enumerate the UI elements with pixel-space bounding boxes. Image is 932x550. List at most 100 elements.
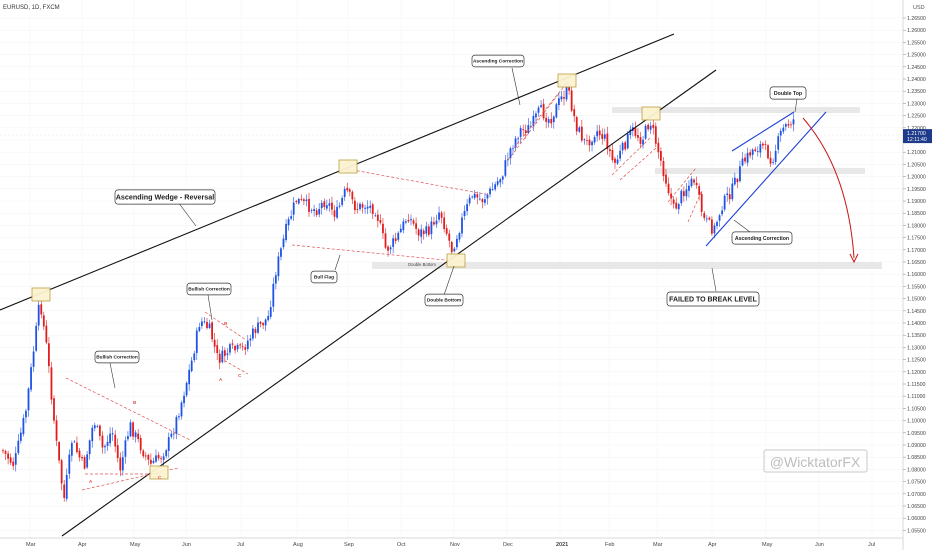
channel-lower-line bbox=[705, 111, 827, 247]
bear-candle bbox=[550, 118, 553, 124]
bull-candle bbox=[267, 315, 270, 321]
bear-candle bbox=[371, 204, 374, 215]
bear-candle bbox=[348, 189, 351, 192]
bull-candle bbox=[583, 139, 586, 141]
price-tick-label: 1.08000 bbox=[907, 467, 926, 473]
bull-candle bbox=[338, 205, 341, 207]
bear-candle bbox=[53, 398, 55, 421]
projection-arrowhead bbox=[849, 253, 859, 264]
bull-candle bbox=[397, 232, 400, 240]
bear-candle bbox=[234, 346, 236, 351]
bull-candle bbox=[336, 206, 338, 218]
bear-candle bbox=[254, 329, 257, 333]
price-tick-label: 1.23500 bbox=[907, 89, 926, 95]
time-tick-label: Feb bbox=[605, 542, 614, 548]
price-tick-label: 1.19500 bbox=[907, 187, 926, 193]
bull-candle bbox=[152, 460, 155, 463]
bull-candle bbox=[14, 453, 17, 465]
bull-candle bbox=[731, 183, 734, 200]
bull-candle bbox=[30, 367, 32, 390]
bull-candle bbox=[70, 443, 73, 456]
bull-candle bbox=[359, 203, 361, 210]
leader-line bbox=[794, 98, 798, 113]
bull-candle bbox=[127, 436, 129, 440]
bear-candle bbox=[445, 228, 448, 234]
bull-candle bbox=[751, 149, 754, 155]
time-tick-label: May bbox=[762, 542, 773, 548]
bear-candle bbox=[361, 204, 364, 208]
price-tick-label: 1.16000 bbox=[907, 272, 926, 278]
bear-candle bbox=[662, 161, 665, 177]
bull-candle bbox=[320, 202, 323, 209]
bear-candle bbox=[634, 128, 637, 136]
bear-candle bbox=[55, 420, 58, 441]
highlight-box bbox=[338, 159, 358, 174]
price-axis-currency: USD bbox=[913, 5, 925, 11]
bull-candle bbox=[723, 195, 726, 210]
leader-line bbox=[207, 294, 213, 321]
bear-candle bbox=[443, 217, 446, 229]
bear-candle bbox=[160, 458, 162, 460]
dashed-pattern-line bbox=[513, 83, 567, 149]
bull-candle bbox=[626, 133, 629, 149]
time-tick-label: Mar bbox=[26, 542, 36, 548]
bull-candle bbox=[463, 210, 466, 217]
bear-candle bbox=[440, 212, 443, 218]
watermark-text: @WicktatorFX bbox=[770, 454, 861, 470]
bear-candle bbox=[586, 140, 588, 142]
bear-candle bbox=[601, 134, 604, 140]
price-tick-label: 1.18500 bbox=[907, 211, 926, 217]
price-tick-label: 1.21000 bbox=[907, 150, 926, 156]
bull-candle bbox=[705, 218, 708, 220]
bull-candle bbox=[193, 353, 196, 361]
bull-candle bbox=[27, 388, 30, 411]
bear-candle bbox=[76, 442, 78, 452]
bull-candle bbox=[246, 340, 249, 349]
bear-candle bbox=[524, 130, 527, 134]
bull-candle bbox=[172, 433, 175, 435]
bull-candle bbox=[759, 144, 762, 153]
bear-candle bbox=[476, 194, 479, 198]
bear-candle bbox=[132, 422, 134, 437]
bear-candle bbox=[448, 233, 451, 241]
bear-candle bbox=[580, 126, 583, 141]
bear-candle bbox=[422, 230, 425, 235]
bear-candle bbox=[231, 343, 234, 345]
bull-candle bbox=[285, 223, 287, 240]
bear-candle bbox=[114, 434, 117, 447]
bear-candle bbox=[7, 453, 9, 459]
bear-candle bbox=[376, 214, 379, 221]
price-axis-bg bbox=[903, 0, 932, 550]
bull-candle bbox=[264, 319, 267, 326]
bear-candle bbox=[42, 315, 45, 327]
bear-candle bbox=[762, 143, 764, 146]
bull-candle bbox=[649, 125, 652, 130]
wedge-label-box bbox=[114, 189, 216, 205]
watermark-box bbox=[763, 449, 868, 473]
price-tick-label: 1.11000 bbox=[907, 394, 925, 400]
bull-candle bbox=[425, 226, 428, 234]
price-tick-label: 1.08500 bbox=[907, 455, 926, 461]
bull-candle bbox=[106, 441, 109, 446]
bear-candle bbox=[9, 457, 12, 463]
bull-candle bbox=[739, 166, 741, 182]
bear-candle bbox=[12, 461, 15, 467]
bear-candle bbox=[703, 213, 706, 219]
price-tick-label: 1.09500 bbox=[907, 431, 926, 437]
bear-candle bbox=[545, 117, 548, 122]
bull-candle bbox=[17, 440, 20, 453]
bear-candle bbox=[767, 145, 769, 159]
bull-candle bbox=[642, 139, 644, 145]
double-bottom-small-label: Double Bottom bbox=[408, 262, 436, 267]
bear-candle bbox=[303, 199, 305, 201]
bull-candle bbox=[221, 350, 224, 363]
bull-candle bbox=[690, 178, 693, 187]
bear-candle bbox=[211, 322, 213, 340]
bull-candle bbox=[165, 450, 168, 457]
double-top-label: Double Top bbox=[774, 91, 802, 97]
bear-candle bbox=[218, 353, 221, 363]
bull-candle bbox=[713, 225, 716, 234]
price-tick-label: 1.22500 bbox=[907, 114, 926, 120]
